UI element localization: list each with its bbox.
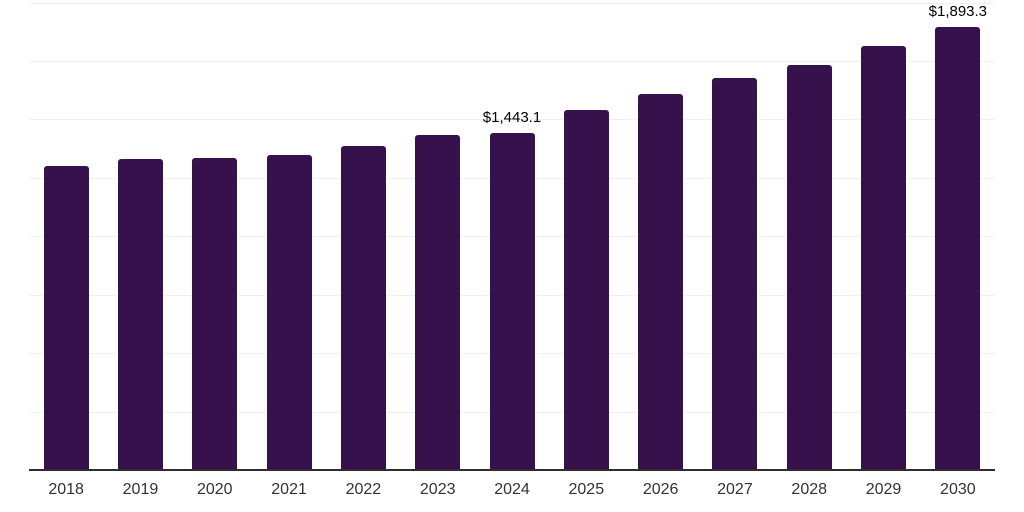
x-tick-label-2019: 2019	[122, 481, 159, 498]
x-tick-label-2029: 2029	[865, 481, 902, 498]
bar-2028	[786, 64, 832, 470]
x-tick-label-2027: 2027	[717, 481, 753, 498]
x-tick-label-2025: 2025	[568, 481, 605, 498]
gridline-2000	[29, 2, 995, 4]
gridline-1750	[29, 60, 995, 62]
bar-2027	[712, 77, 758, 470]
bar-2023	[415, 134, 461, 470]
x-tick-label-2022: 2022	[345, 481, 382, 498]
bar-2029	[861, 46, 907, 470]
x-tick-label-2018: 2018	[48, 481, 84, 498]
data-label-2030: $1,893.3	[928, 3, 988, 21]
bar-2024	[489, 132, 535, 470]
bar-2018	[43, 166, 89, 470]
bar-2025	[563, 110, 609, 470]
x-tick-label-2023: 2023	[419, 481, 456, 498]
x-tick-label-2024: 2024	[494, 481, 530, 498]
x-tick-label-2028: 2028	[791, 481, 828, 498]
bar-2022	[340, 145, 386, 470]
bar-2026	[638, 94, 684, 470]
bar-2019	[117, 158, 163, 470]
bar-2030	[935, 27, 981, 470]
x-tick-label-2026: 2026	[642, 481, 679, 498]
x-axis-line	[29, 469, 995, 471]
x-tick-label-2021: 2021	[271, 481, 307, 498]
x-tick-label-2030: 2030	[940, 481, 976, 498]
bar-2020	[192, 157, 238, 470]
x-tick-label-2020: 2020	[196, 481, 233, 498]
bar-2021	[266, 155, 312, 470]
data-label-2024: $1,443.1	[482, 108, 542, 126]
gridline-1500	[29, 119, 995, 121]
